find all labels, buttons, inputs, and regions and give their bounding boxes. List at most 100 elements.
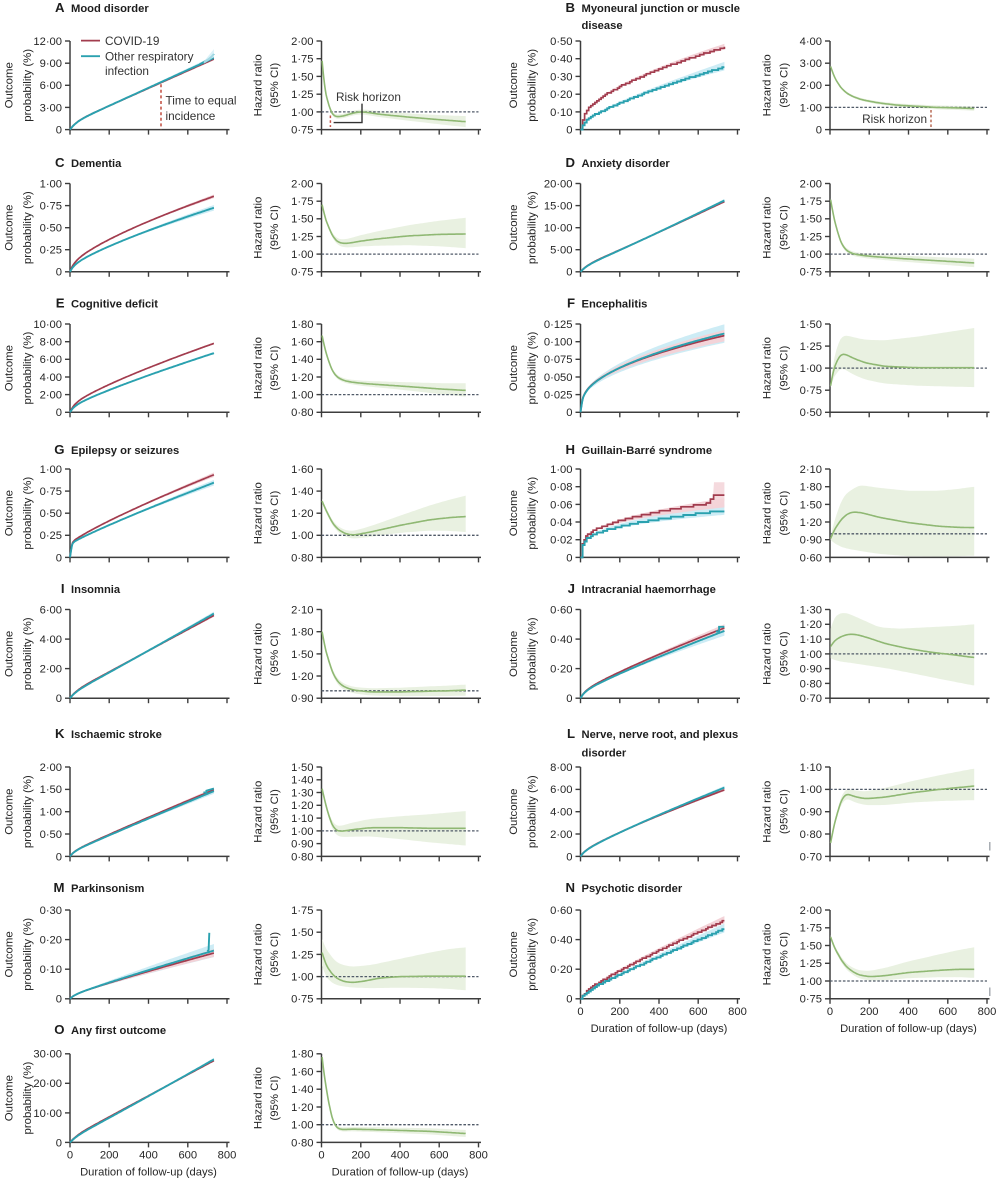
svg-text:1·10: 1·10 <box>800 762 822 774</box>
svg-text:1·25: 1·25 <box>800 231 822 243</box>
svg-text:0: 0 <box>56 1137 62 1149</box>
svg-text:800: 800 <box>978 1006 997 1018</box>
svg-text:1·50: 1·50 <box>291 927 313 939</box>
svg-text:10·00: 10·00 <box>33 1108 62 1120</box>
svg-text:0·20: 0·20 <box>550 89 572 101</box>
svg-text:K: K <box>55 726 65 741</box>
svg-text:1·00: 1·00 <box>291 107 313 119</box>
svg-text:probability (%): probability (%) <box>22 49 34 122</box>
svg-text:0·75: 0·75 <box>800 994 822 1006</box>
svg-text:2·00: 2·00 <box>800 178 822 190</box>
svg-text:0·40: 0·40 <box>550 54 572 66</box>
svg-text:1·00: 1·00 <box>40 464 62 476</box>
svg-text:0: 0 <box>566 693 572 705</box>
svg-text:0·20: 0·20 <box>550 964 572 976</box>
svg-text:0·08: 0·08 <box>550 482 572 494</box>
svg-text:1·75: 1·75 <box>291 905 313 917</box>
svg-text:(95% CI): (95% CI) <box>779 205 791 250</box>
svg-text:1·75: 1·75 <box>800 923 822 935</box>
svg-text:3·00: 3·00 <box>40 102 62 114</box>
svg-text:0·75: 0·75 <box>40 486 62 498</box>
svg-text:F: F <box>567 296 575 311</box>
svg-text:0·60: 0·60 <box>550 905 572 917</box>
svg-text:6·00: 6·00 <box>40 604 62 616</box>
svg-text:Hazard ratio: Hazard ratio <box>762 54 774 116</box>
svg-text:0: 0 <box>566 267 572 279</box>
svg-text:0·80: 0·80 <box>291 851 313 863</box>
svg-text:0: 0 <box>56 125 62 137</box>
svg-text:1·50: 1·50 <box>291 214 313 226</box>
svg-text:0·90: 0·90 <box>291 839 313 851</box>
svg-text:Outcome: Outcome <box>508 205 520 251</box>
svg-text:0·60: 0·60 <box>800 552 822 564</box>
svg-text:Hazard ratio: Hazard ratio <box>762 482 774 544</box>
svg-text:probability (%): probability (%) <box>527 775 539 848</box>
svg-text:probability (%): probability (%) <box>22 617 34 690</box>
svg-text:Hazard ratio: Hazard ratio <box>253 54 265 116</box>
svg-text:0: 0 <box>566 125 572 137</box>
svg-text:1·50: 1·50 <box>800 940 822 952</box>
svg-text:0·075: 0·075 <box>544 354 573 366</box>
svg-text:0·100: 0·100 <box>544 337 573 349</box>
svg-text:0·90: 0·90 <box>291 693 313 705</box>
svg-text:9·00: 9·00 <box>40 58 62 70</box>
svg-text:1·20: 1·20 <box>291 372 313 384</box>
svg-text:0·50: 0·50 <box>40 223 62 235</box>
svg-text:0·25: 0·25 <box>40 245 62 257</box>
svg-text:0·80: 0·80 <box>291 407 313 419</box>
svg-text:1·80: 1·80 <box>291 627 313 639</box>
svg-text:0·10: 0·10 <box>40 964 62 976</box>
svg-text:0: 0 <box>566 851 572 863</box>
svg-text:probability (%): probability (%) <box>22 191 34 264</box>
svg-text:4·00: 4·00 <box>550 807 572 819</box>
svg-text:Time to equal: Time to equal <box>166 94 237 108</box>
svg-text:Risk horizon: Risk horizon <box>336 90 401 104</box>
svg-text:1·00: 1·00 <box>291 249 313 261</box>
svg-text:0·80: 0·80 <box>800 829 822 841</box>
svg-text:B: B <box>565 0 575 15</box>
svg-text:(95% CI): (95% CI) <box>779 789 791 834</box>
svg-text:0·50: 0·50 <box>40 829 62 841</box>
svg-text:Hazard ratio: Hazard ratio <box>253 623 265 685</box>
svg-text:Hazard ratio: Hazard ratio <box>762 197 774 259</box>
svg-text:N: N <box>565 880 575 895</box>
svg-text:Hazard ratio: Hazard ratio <box>762 337 774 399</box>
svg-text:Duration of follow-up (days): Duration of follow-up (days) <box>591 1023 728 1035</box>
svg-text:Outcome: Outcome <box>508 789 520 835</box>
svg-text:Outcome: Outcome <box>4 205 16 251</box>
svg-text:(95% CI): (95% CI) <box>779 631 791 676</box>
svg-text:2·10: 2·10 <box>800 464 822 476</box>
svg-text:1·20: 1·20 <box>800 619 822 631</box>
svg-text:Outcome: Outcome <box>508 631 520 677</box>
svg-text:probability (%): probability (%) <box>527 49 539 122</box>
svg-text:1·10: 1·10 <box>800 634 822 646</box>
svg-text:1·00: 1·00 <box>291 530 313 542</box>
svg-text:0: 0 <box>56 851 62 863</box>
svg-text:Duration of follow-up (days): Duration of follow-up (days) <box>332 1167 469 1179</box>
svg-text:1·60: 1·60 <box>291 1066 313 1078</box>
svg-text:disorder: disorder <box>582 748 627 760</box>
svg-text:J: J <box>568 581 575 596</box>
svg-text:0·80: 0·80 <box>291 552 313 564</box>
svg-text:Hazard ratio: Hazard ratio <box>253 482 265 544</box>
svg-text:0·75: 0·75 <box>40 201 62 213</box>
svg-text:0·90: 0·90 <box>800 807 822 819</box>
svg-text:1·00: 1·00 <box>800 784 822 796</box>
svg-text:1·50: 1·50 <box>800 499 822 511</box>
svg-text:1·25: 1·25 <box>800 958 822 970</box>
svg-text:probability (%): probability (%) <box>22 918 34 991</box>
svg-text:Hazard ratio: Hazard ratio <box>762 623 774 685</box>
svg-text:(95% CI): (95% CI) <box>779 345 791 390</box>
svg-text:1·25: 1·25 <box>800 341 822 353</box>
svg-text:1·40: 1·40 <box>291 354 313 366</box>
svg-text:0·40: 0·40 <box>550 935 572 947</box>
svg-text:Hazard ratio: Hazard ratio <box>762 923 774 985</box>
svg-text:Mood disorder: Mood disorder <box>71 3 149 15</box>
svg-text:1·20: 1·20 <box>291 671 313 683</box>
svg-text:600: 600 <box>689 1006 708 1018</box>
svg-text:1·00: 1·00 <box>800 102 822 114</box>
svg-text:Outcome: Outcome <box>4 345 16 391</box>
svg-text:600: 600 <box>430 1150 449 1162</box>
svg-text:1·20: 1·20 <box>291 800 313 812</box>
svg-text:Outcome: Outcome <box>4 62 16 108</box>
